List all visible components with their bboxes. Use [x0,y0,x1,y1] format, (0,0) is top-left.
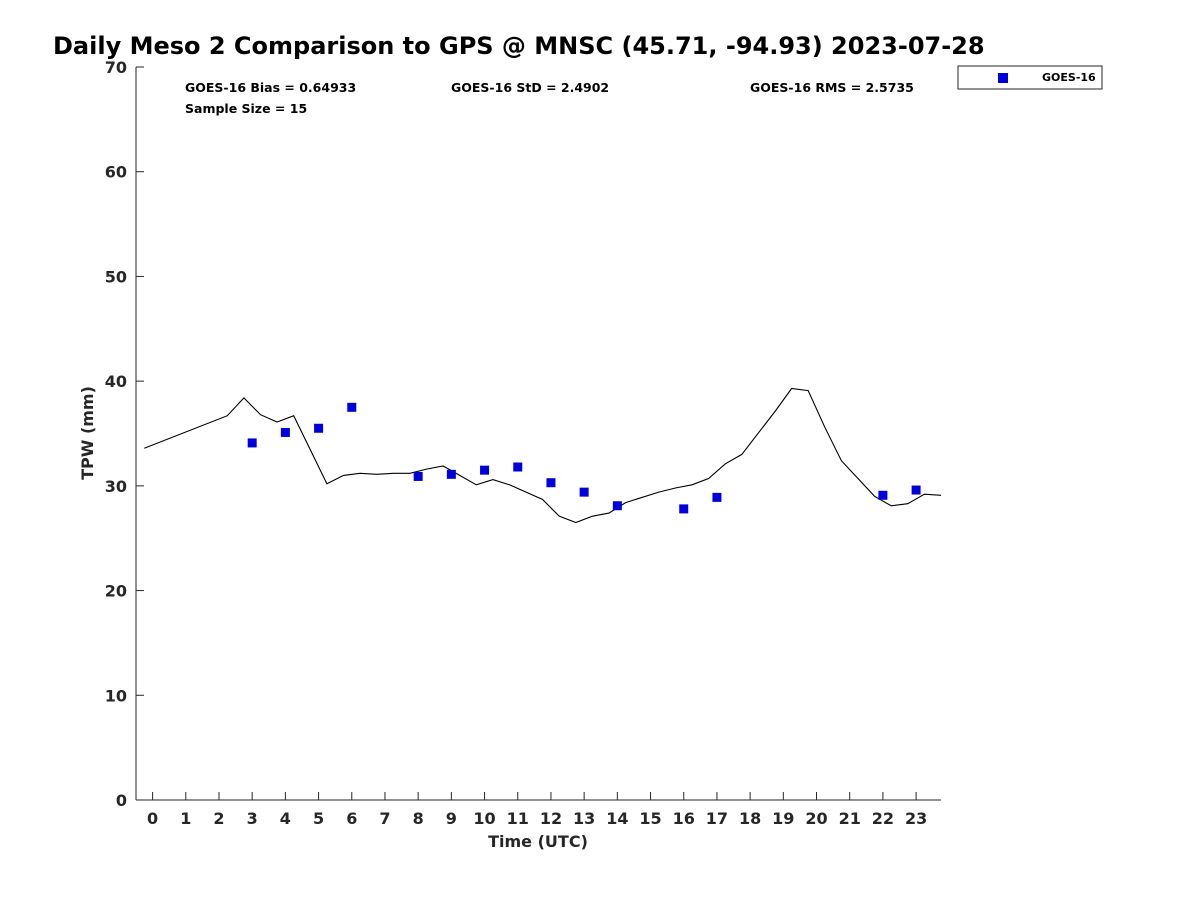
x-tick-label-14: 14 [606,809,628,828]
x-tick-label-10: 10 [473,809,495,828]
x-tick-label-15: 15 [639,809,661,828]
x-tick-label-6: 6 [346,809,357,828]
goes-16-point-13 [878,490,888,500]
goes-16-point-10 [612,501,622,511]
x-ticks: 0 1 2 3 4 5 6 7 8 9 10 11 12 13 14 15 16 17 18 19 20 21 22 23 [147,792,927,828]
goes-16-point-3 [347,402,357,412]
x-tick-label-0: 0 [147,809,158,828]
goes-16-point-11 [679,504,689,514]
x-tick-label-12: 12 [540,809,562,828]
goes-16-point-7 [513,462,523,472]
y-tick-label-2: 20 [105,582,127,601]
chart-title: Daily Meso 2 Comparison to GPS @ MNSC (4… [53,32,985,60]
x-tick-label-2: 2 [213,809,224,828]
x-tick-label-3: 3 [247,809,258,828]
goes-16-point-9 [579,487,589,497]
y-tick-label-5: 50 [105,267,127,286]
goes-16-point-1 [280,427,290,437]
x-tick-label-5: 5 [313,809,324,828]
x-tick-label-21: 21 [839,809,861,828]
x-tick-label-9: 9 [446,809,457,828]
x-tick-label-22: 22 [872,809,894,828]
goes-16-point-0 [247,438,257,448]
gps-line [144,387,942,524]
stats-annotations: GOES-16 Bias = 0.64933 GOES-16 StD = 2.4… [185,80,914,116]
x-tick-label-8: 8 [413,809,424,828]
y-tick-label-3: 30 [105,477,127,496]
stat-rms: GOES-16 RMS = 2.5735 [750,80,914,95]
x-tick-label-20: 20 [805,809,827,828]
goes-16-point-6 [480,465,490,475]
x-tick-label-18: 18 [739,809,761,828]
goes-16-point-5 [446,469,456,479]
legend-box [957,65,1103,90]
y-tick-label-7: 70 [105,58,127,77]
stat-std: GOES-16 StD = 2.4902 [451,80,609,95]
y-tick-label-0: 0 [116,791,127,810]
x-tick-label-19: 19 [772,809,794,828]
y-tick-label-6: 60 [105,163,127,182]
plot-frame [135,67,941,801]
x-axis-label: Time (UTC) [488,832,588,851]
x-tick-label-11: 11 [507,809,529,828]
goes-16-point-8 [546,478,556,488]
legend-label-goes-16: GOES-16 [1042,71,1096,84]
y-axis-label: TPW (mm) [78,386,97,480]
goes-16-point-2 [314,423,324,433]
legend-marker-goes-16 [998,73,1008,83]
x-tick-label-13: 13 [573,809,595,828]
gps-line-series [144,387,942,524]
legend: GOES-16 [957,65,1103,90]
x-tick-label-17: 17 [706,809,728,828]
goes-16-point-14 [911,485,921,495]
y-tick-label-4: 40 [105,372,127,391]
stat-sample-size: Sample Size = 15 [185,101,307,116]
x-tick-label-7: 7 [379,809,390,828]
stat-bias: GOES-16 Bias = 0.64933 [185,80,356,95]
goes-16-series [247,402,921,514]
x-tick-label-16: 16 [673,809,695,828]
y-tick-label-1: 10 [105,686,127,705]
y-ticks: 0 10 20 30 40 50 60 70 [105,58,144,810]
x-tick-label-23: 23 [905,809,927,828]
goes-16-point-4 [413,471,423,481]
x-tick-label-1: 1 [180,809,191,828]
x-tick-label-4: 4 [280,809,291,828]
goes-16-point-12 [712,492,722,502]
